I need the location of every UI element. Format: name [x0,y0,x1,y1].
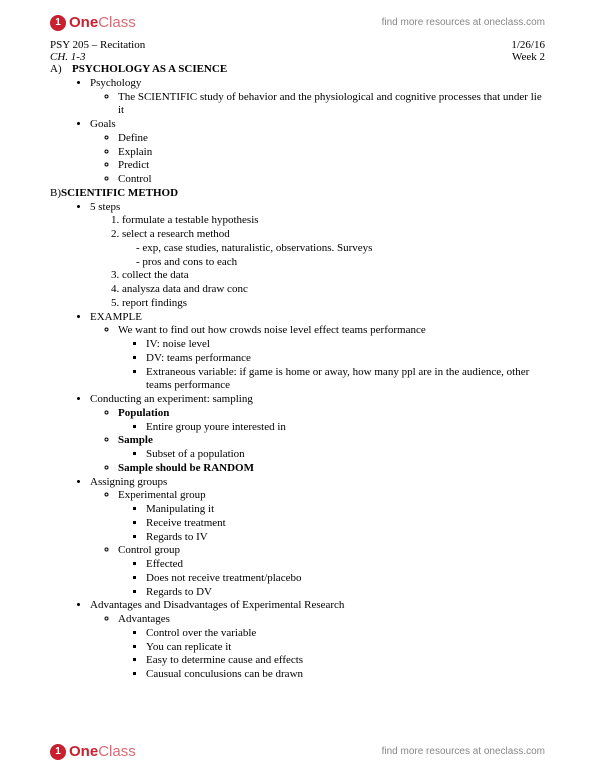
brand-icon: 1 [50,15,66,31]
section-letter-b: B) [50,187,61,199]
doc-date: 1/26/16 [511,39,545,51]
course-title: PSY 205 – Recitation [50,39,145,51]
list-item: Regards to IV [146,531,545,545]
list-item: Control [118,173,545,187]
list-item: IV: noise level [146,338,545,352]
list-item: We want to find out how crowds noise lev… [118,324,545,393]
brand-name: OneClass [69,14,136,31]
list-item: exp, case studies, naturalistic, observa… [136,242,545,256]
footer-bar: 1 OneClass find more resources at onecla… [50,743,545,760]
document-body: A) PSYCHOLOGY AS A SCIENCE Psychology Th… [50,63,545,682]
footer-link[interactable]: find more resources at oneclass.com [382,746,545,757]
list-item: Predict [118,159,545,173]
list-item: analysza data and draw conc [122,283,545,297]
list-item: Sample should be RANDOM [118,462,545,476]
list-item: Receive treatment [146,517,545,531]
list-item: DV: teams performance [146,352,545,366]
section-a-title: PSYCHOLOGY AS A SCIENCE [72,63,227,77]
doc-week: Week 2 [511,51,545,63]
list-item: formulate a testable hypothesis [122,214,545,228]
list-item: EXAMPLE We want to find out how crowds n… [90,311,545,394]
list-item: You can replicate it [146,641,545,655]
section-letter-a: A) [50,63,72,77]
list-item: Control group Effected Does not receive … [118,544,545,599]
list-item: Assigning groups Experimental group Mani… [90,476,545,600]
brand-name: OneClass [69,743,136,760]
brand-logo-footer: 1 OneClass [50,743,136,760]
list-item: Manipulating it [146,503,545,517]
list-item: Does not receive treatment/placebo [146,572,545,586]
list-item: Control over the variable [146,627,545,641]
list-item: The SCIENTIFIC study of behavior and the… [118,91,545,119]
brand-icon: 1 [50,744,66,760]
list-item: Psychology The SCIENTIFIC study of behav… [90,77,545,118]
list-item: Experimental group Manipulating it Recei… [118,489,545,544]
list-item: Define [118,132,545,146]
list-item: Easy to determine cause and effects [146,654,545,668]
list-item: Population Entire group youre interested… [118,407,545,435]
list-item: report findings [122,297,545,311]
list-item: Regards to DV [146,586,545,600]
list-item: Extraneous variable: if game is home or … [146,366,545,394]
list-item: Effected [146,558,545,572]
list-item: Sample Subset of a population [118,434,545,462]
section-b-title: SCIENTIFIC METHOD [61,187,178,199]
list-item: Entire group youre interested in [146,421,545,435]
list-item: Goals Define Explain Predict Control [90,118,545,187]
brand-logo: 1 OneClass [50,14,136,31]
list-item: Advantages Control over the variable You… [118,613,545,682]
header-link[interactable]: find more resources at oneclass.com [382,17,545,28]
list-item: select a research method exp, case studi… [122,228,545,269]
list-item: 5 steps formulate a testable hypothesis … [90,201,545,311]
header-bar: 1 OneClass find more resources at onecla… [50,14,545,31]
list-item: Conducting an experiment: sampling Popul… [90,393,545,476]
list-item: Causual conculusions can be drawn [146,668,545,682]
chapter-range: CH. 1-3 [50,51,145,63]
doc-meta: PSY 205 – Recitation CH. 1-3 1/26/16 Wee… [50,39,545,63]
list-item: Explain [118,146,545,160]
list-item: pros and cons to each [136,256,545,270]
list-item: Advantages and Disadvantages of Experime… [90,599,545,682]
list-item: Subset of a population [146,448,545,462]
list-item: collect the data [122,269,545,283]
